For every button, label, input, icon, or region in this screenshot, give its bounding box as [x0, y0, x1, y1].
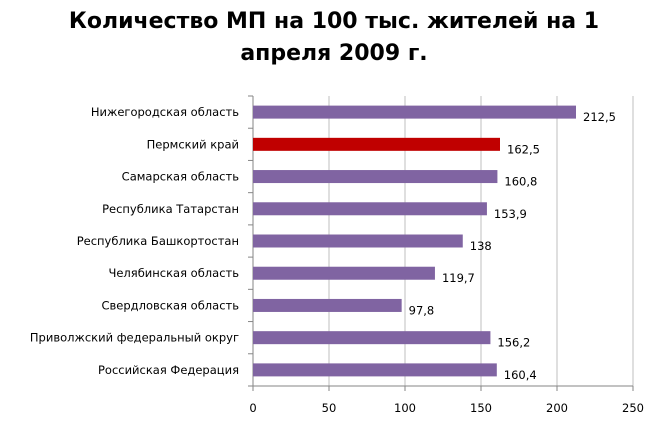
category-label: Приволжский федеральный округ	[30, 331, 239, 345]
data-label: 97,8	[409, 303, 435, 317]
bar	[253, 202, 487, 216]
category-label: Пермский край	[147, 137, 239, 151]
category-label: Нижегородская область	[91, 105, 239, 119]
x-tick-label: 100	[394, 401, 416, 415]
data-label: 156,2	[497, 336, 530, 350]
data-label: 160,4	[504, 368, 537, 382]
x-tick-label: 150	[470, 401, 492, 415]
chart-title-line-2: апреля 2009 г.	[240, 41, 428, 66]
x-tick-label: 0	[249, 401, 256, 415]
x-tick-label: 50	[322, 401, 337, 415]
bar	[253, 170, 498, 184]
data-label: 119,7	[442, 271, 475, 285]
category-label: Российская Федерация	[98, 363, 239, 377]
data-label: 162,5	[507, 142, 540, 156]
category-label: Челябинская область	[108, 266, 239, 280]
bar	[253, 266, 435, 280]
bar	[253, 105, 576, 119]
bar	[253, 363, 497, 377]
bar	[253, 298, 402, 312]
data-label: 160,8	[504, 175, 537, 189]
data-label: 212,5	[583, 110, 616, 124]
chart-title: Количество МП на 100 тыс. жителей на 1 а…	[0, 6, 668, 70]
chart-title-line-1: Количество МП на 100 тыс. жителей на 1	[68, 9, 600, 34]
data-label: 153,9	[494, 207, 527, 221]
bar	[253, 137, 500, 151]
category-label: Республика Башкортостан	[77, 234, 239, 248]
bar	[253, 234, 463, 248]
category-label: Свердловская область	[101, 298, 239, 312]
x-tick-label: 200	[546, 401, 568, 415]
category-label: Республика Татарстан	[102, 202, 239, 216]
x-tick-label: 250	[622, 401, 644, 415]
category-label: Самарская область	[122, 170, 240, 184]
bar	[253, 331, 491, 345]
data-label: 138	[470, 239, 492, 253]
